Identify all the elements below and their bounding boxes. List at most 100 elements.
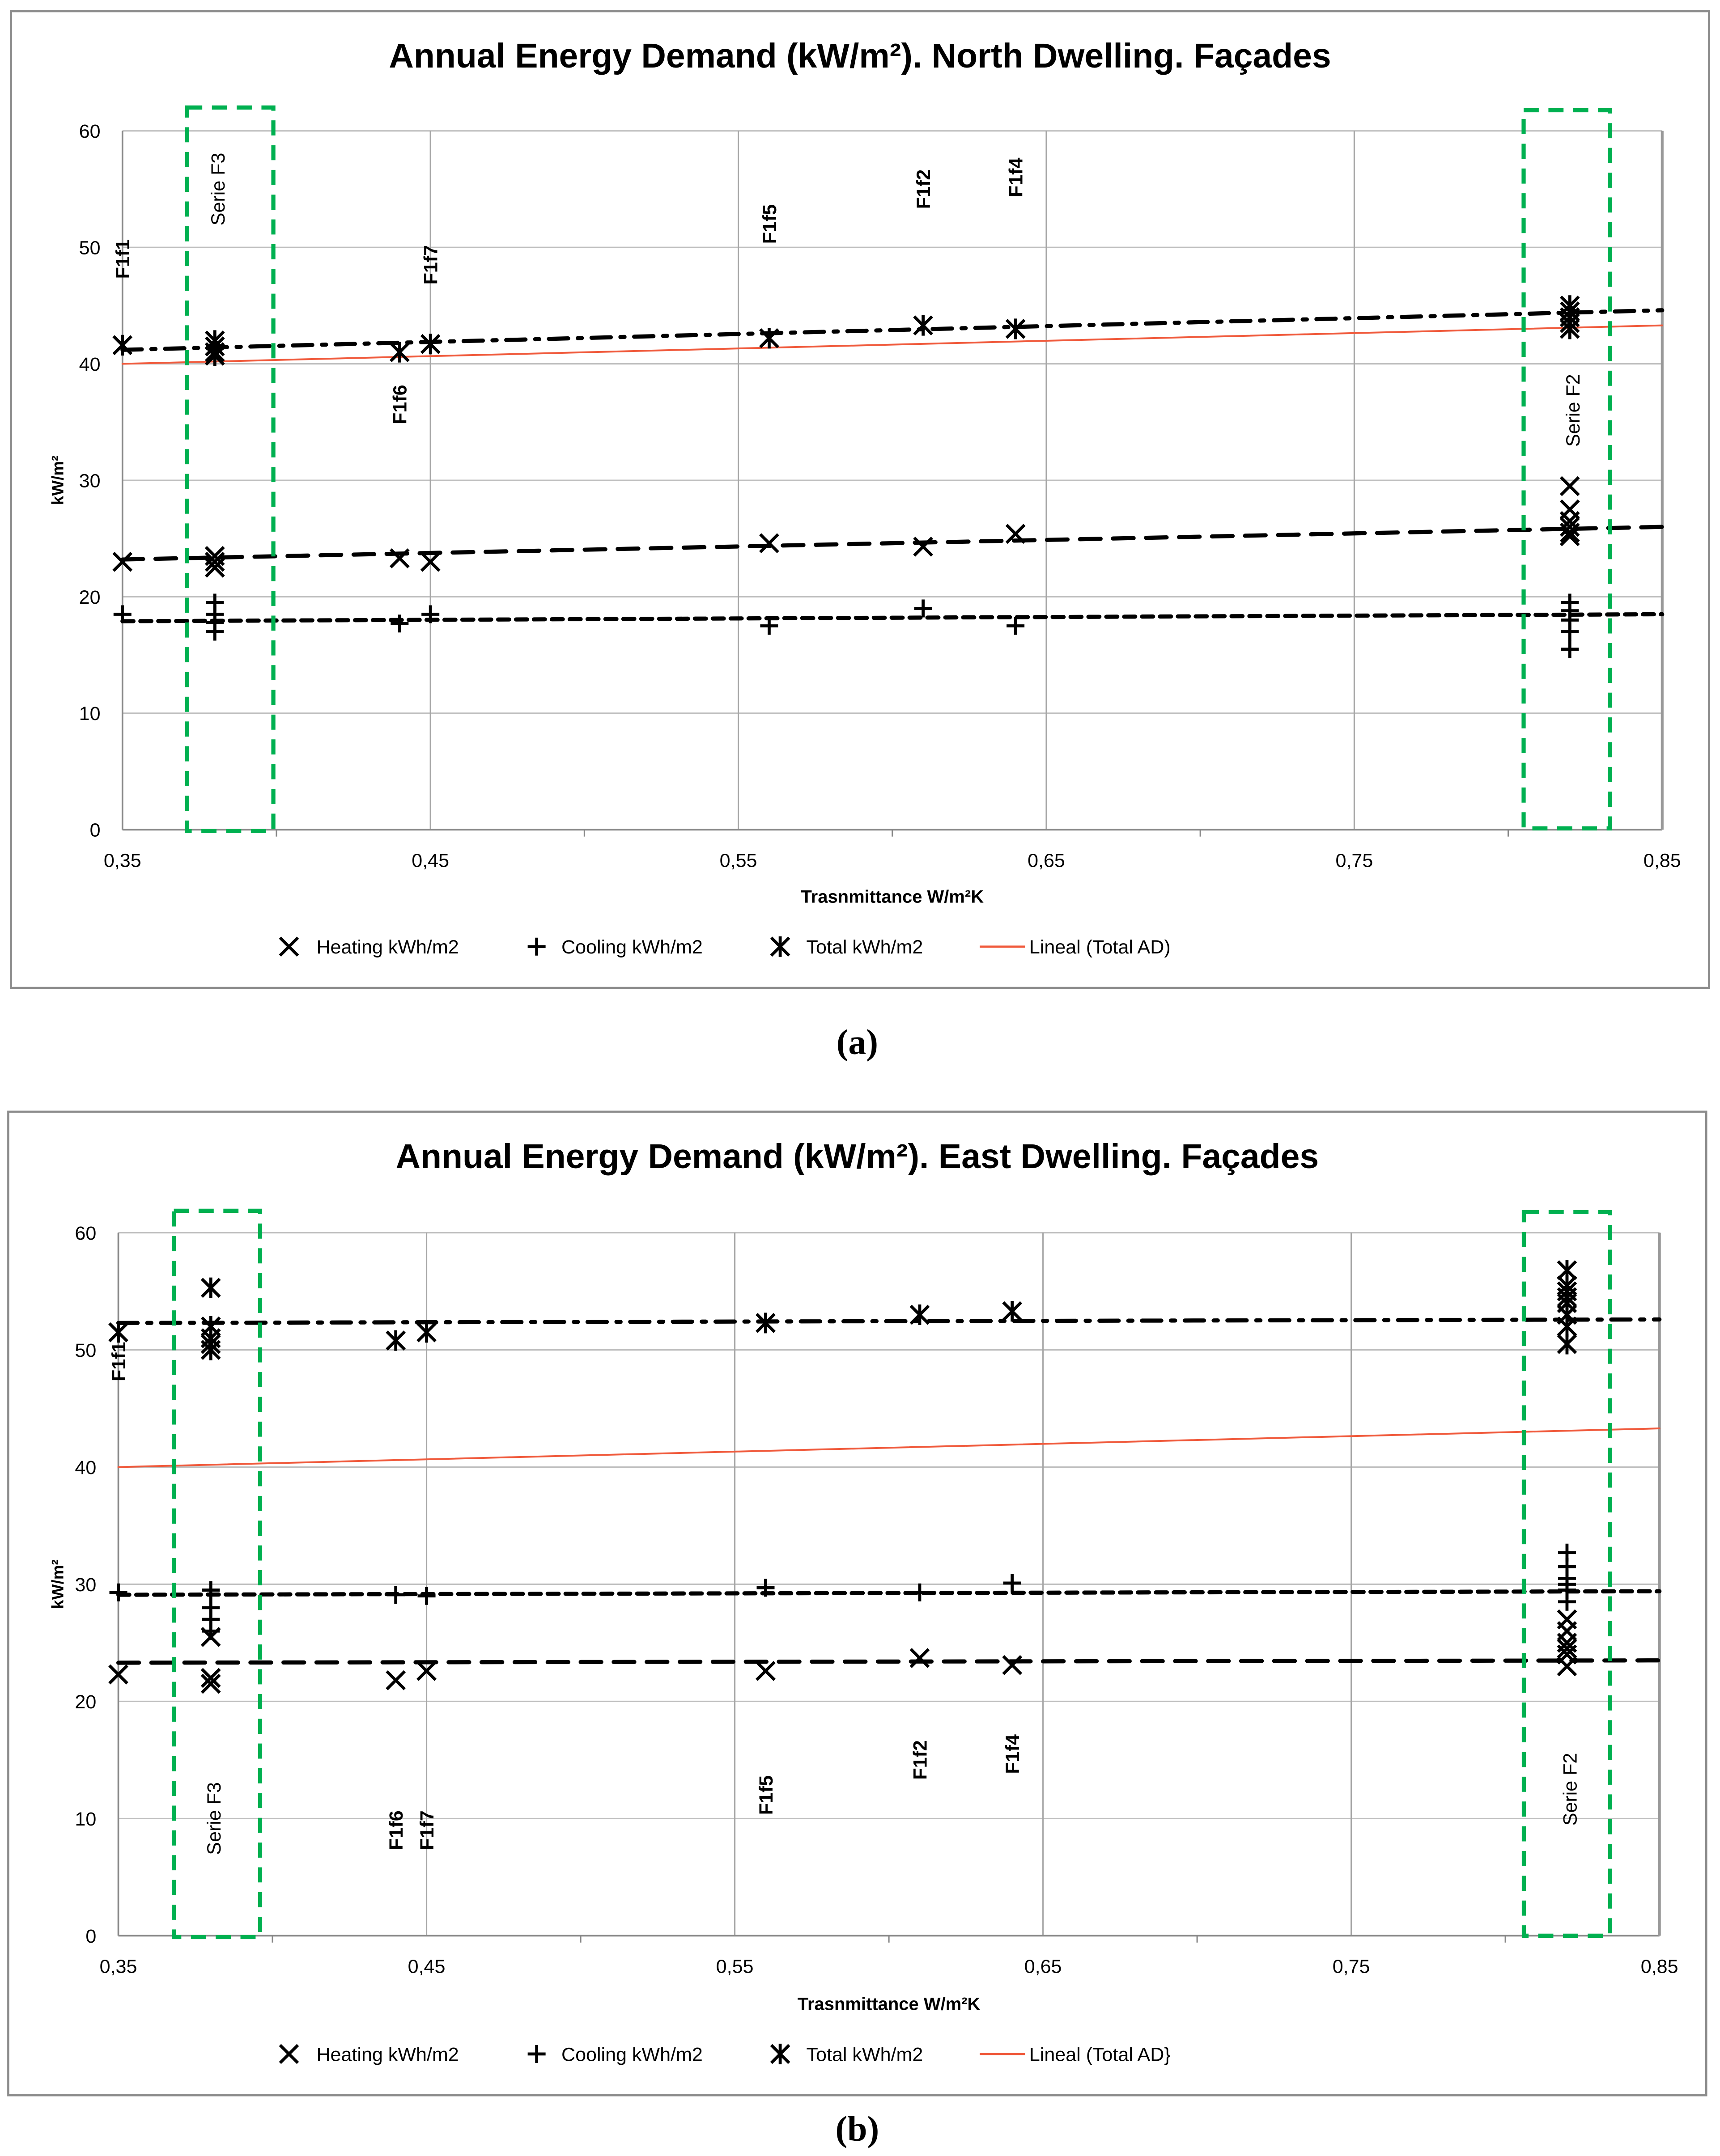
point-annotation: Serie F3 [204,1782,225,1855]
marker-stroke [200,1673,221,1694]
data-point-x [1559,522,1580,543]
x-tick-label: 0,45 [412,850,449,871]
point-annotation: F1f5 [759,204,781,244]
data-point-star [112,335,133,356]
trendline-lineal-total-ad- [121,324,1663,365]
chart-frame [10,10,1710,989]
data-point-star [756,1313,776,1334]
point-annotation: Serie F2 [1559,1753,1581,1826]
legend-label: Heating kWh/m2 [316,936,459,958]
legend-label: Lineal (Total AD} [1029,2044,1171,2065]
marker-stroke [1005,524,1026,544]
y-tick-label: 0 [90,820,101,841]
data-point-star [108,1322,128,1343]
marker-stroke [1559,522,1580,543]
marker-stroke [1559,517,1580,537]
y-tick-label: 30 [75,1574,96,1596]
y-tick-label: 50 [75,1340,96,1361]
data-point-plus [421,605,440,623]
data-point-x [386,1670,406,1690]
legend-label: Total kWh/m2 [807,936,923,958]
point-annotation: F1f1 [112,239,134,279]
y-tick-label: 30 [79,470,101,491]
chart-frame [7,1110,1707,2097]
point-annotation: F1f7 [420,245,442,285]
data-point-x [909,1648,930,1668]
data-point-x [112,551,133,572]
marker-stroke [112,551,133,572]
y-tick-label: 10 [75,1809,96,1830]
marker-stroke [279,936,299,957]
data-point-x [1559,526,1580,546]
trendline-heating-kwh-m- [120,525,1665,562]
figure-caption: (b) [835,2109,879,2149]
marker-stroke [200,1668,221,1688]
point-annotation: F1f4 [1006,158,1027,198]
x-tick-label: 0,85 [1644,850,1681,871]
x-tick-label: 0,75 [1336,850,1373,871]
marker-stroke [1002,1655,1023,1675]
trendline-total-kwh-m- [120,308,1665,352]
data-point-x [200,1668,221,1688]
data-point-plus [1561,640,1579,658]
data-point-star [389,342,410,363]
data-point-star [420,334,441,355]
data-point-plus [391,614,409,633]
y-tick-label: 20 [75,1691,96,1713]
chart-title: Annual Energy Demand (kW/m²). East Dwell… [396,1137,1319,1176]
data-point-plus [417,1587,436,1605]
trendline-heating-kwh-m- [116,1658,1662,1665]
legend-label: Cooling kWh/m2 [561,2044,703,2065]
x-axis-title: Trasnmittance W/m²K [798,1994,981,2014]
data-point-x [1005,524,1026,544]
data-point-plus [109,1583,127,1601]
data-point-x [759,533,779,553]
x-tick-label: 0,35 [104,850,141,871]
marker-stroke [420,551,441,572]
data-point-plus [206,623,224,641]
figure-caption: (a) [837,1023,878,1062]
marker-stroke [204,557,225,578]
point-annotation: Serie F2 [1563,374,1584,447]
x-tick-label: 0,65 [1024,1956,1062,1977]
point-annotation: F1f6 [386,1810,407,1850]
data-point-plus [113,605,132,623]
highlight-box [1521,108,1612,830]
highlight-box [185,105,276,833]
x-tick-label: 0,75 [1333,1956,1370,1977]
marker-stroke [1559,526,1580,546]
data-point-plus [1003,1574,1021,1592]
y-tick-label: 60 [75,1223,96,1244]
data-point-x [1557,1639,1577,1659]
data-point-x [204,557,225,578]
data-point-star [386,1330,406,1351]
data-point-star [1002,1301,1023,1322]
data-point-star [416,1322,437,1343]
highlight-box [171,1208,263,1940]
data-point-star [1559,318,1580,339]
point-annotation: F1f4 [1002,1734,1024,1774]
data-point-plus [202,1622,220,1640]
data-point-star [759,328,779,349]
data-point-x [756,1660,776,1681]
trendline-cooling-kwh-m- [116,1589,1662,1597]
data-point-x [108,1664,128,1685]
data-point-star [1005,318,1026,339]
y-tick-label: 60 [79,121,101,142]
data-point-star [1557,1334,1577,1355]
data-point-x [416,1660,437,1681]
data-point-plus [760,617,778,635]
x-tick-label: 0,55 [716,1956,754,1977]
trendline-cooling-kwh-m- [120,612,1665,623]
legend-marker [527,937,546,956]
data-point-plus [386,1586,405,1604]
data-point-star [200,1339,221,1360]
y-axis-title: kW/m² [48,456,67,505]
legend-marker [527,2045,546,2063]
y-tick-label: 20 [79,587,101,608]
data-point-plus [1561,623,1579,641]
marker-stroke [386,1670,406,1690]
marker-stroke [1557,1639,1577,1659]
data-point-x [389,548,410,568]
